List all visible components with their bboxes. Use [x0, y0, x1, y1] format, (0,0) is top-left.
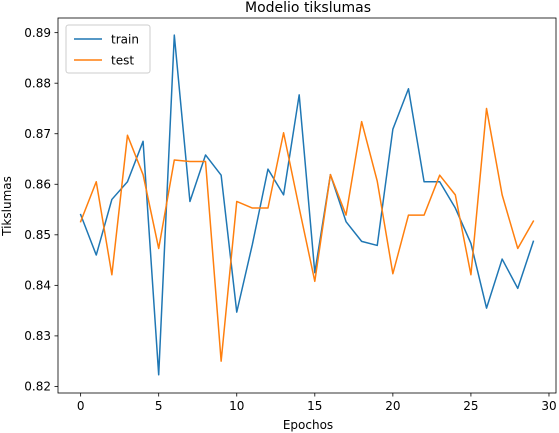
y-tick-label-1: 0.83	[24, 329, 51, 343]
y-tick-label-4: 0.86	[24, 178, 51, 192]
x-tick-label-15: 15	[307, 399, 322, 413]
y-tick-label-7: 0.89	[24, 26, 51, 40]
y-tick-label-0: 0.82	[24, 380, 51, 394]
chart-title: Modelio tikslumas	[245, 0, 371, 16]
y-tick-label-3: 0.85	[24, 228, 51, 242]
x-tick-label-10: 10	[229, 399, 244, 413]
legend-label-test: test	[111, 53, 134, 67]
y-tick-label-6: 0.88	[24, 76, 51, 90]
x-axis-title: Epochos	[283, 418, 333, 432]
x-tick-label-5: 5	[155, 399, 163, 413]
y-tick-label-2: 0.84	[24, 279, 51, 293]
axes-frame	[57, 17, 557, 394]
series-line-train	[79, 34, 535, 376]
x-tick-label-0: 0	[77, 399, 85, 413]
y-axis-title: Tikslumas	[0, 176, 14, 237]
y-tick-label-5: 0.87	[24, 127, 51, 141]
legend-box	[65, 24, 151, 74]
plot-area: 0 5 10 15 20 25 30 0.82 0.83 0.84 0.85 0.86 0.87 0.88…	[24, 17, 557, 413]
legend-label-train: train	[111, 32, 139, 46]
x-tick-label-25: 25	[463, 399, 478, 413]
x-tick-label-20: 20	[385, 399, 400, 413]
x-tick-label-30: 30	[541, 399, 556, 413]
series-line-test	[79, 107, 535, 362]
